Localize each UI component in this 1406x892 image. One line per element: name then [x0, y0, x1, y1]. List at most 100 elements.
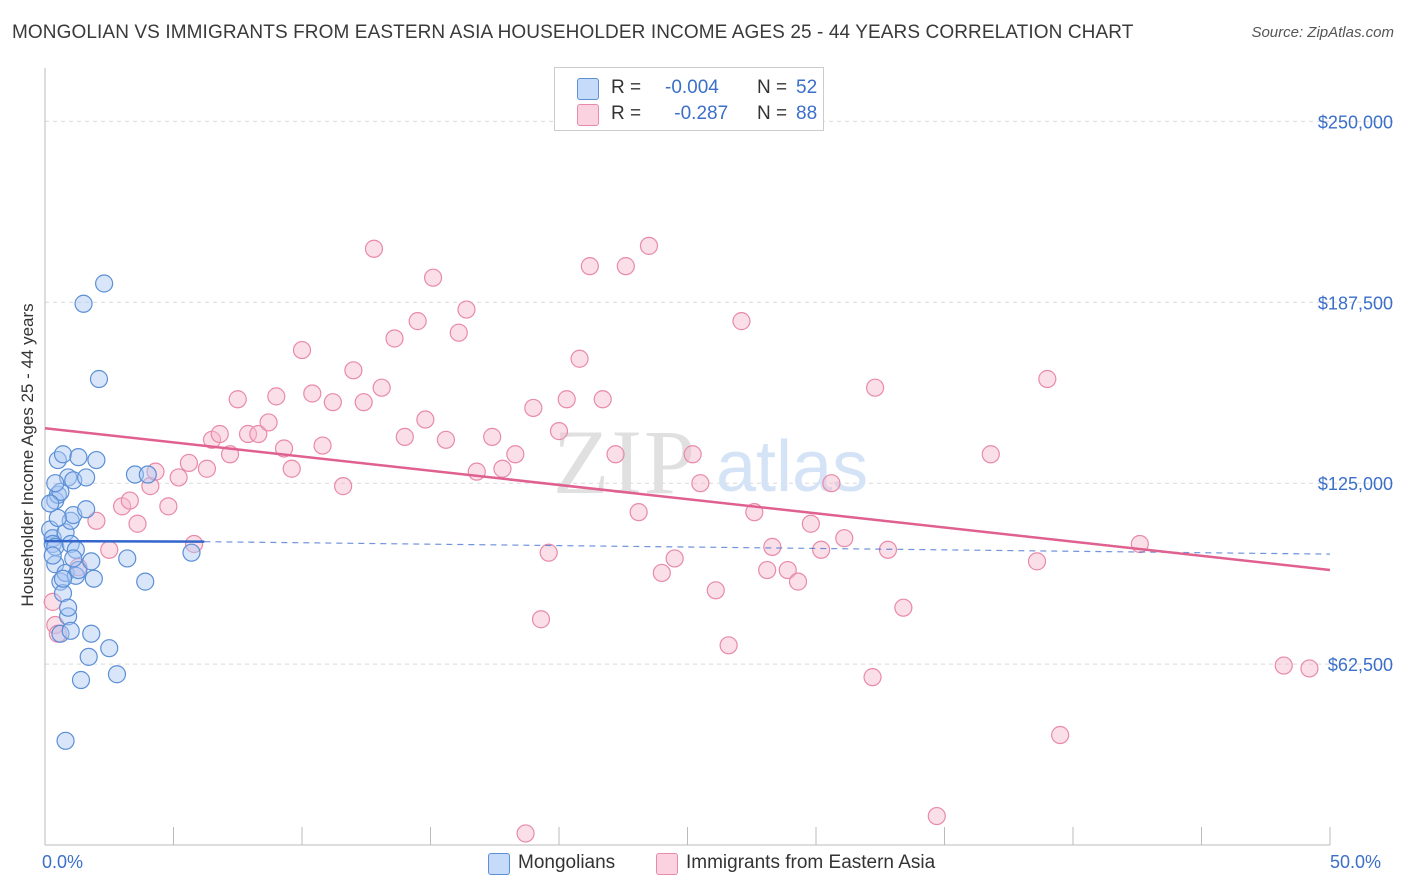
x-tick-label-max: 50.0% — [1330, 852, 1382, 872]
legend-n-value: 88 — [796, 103, 818, 124]
mongolian-point — [53, 569, 73, 588]
eastasia-point — [593, 390, 612, 409]
mongolian-point — [77, 500, 96, 519]
eastasia-point — [87, 511, 106, 530]
stats-legend: R = -0.004 N = 52 R = -0.287 N = 88 — [554, 67, 824, 131]
eastasia-point — [639, 236, 659, 255]
eastasia-point — [259, 413, 278, 432]
eastasia-point — [395, 427, 414, 446]
trend-lines — [44, 426, 1331, 572]
bottom-legend-label-mongolians: Mongolians — [518, 852, 616, 873]
eastasia-point — [652, 563, 671, 583]
eastasia-point — [812, 540, 831, 559]
mongolian-point — [95, 274, 114, 293]
eastasia-point — [249, 424, 268, 444]
mongolian-point — [89, 369, 109, 389]
eastasia-point — [1027, 552, 1047, 571]
eastasia-point — [570, 349, 589, 368]
eastasia-point — [706, 581, 725, 600]
mongolian-points — [41, 274, 201, 750]
chart-title: MONGOLIAN VS IMMIGRANTS FROM EASTERN ASI… — [12, 22, 1134, 43]
watermark-zip: ZIP — [553, 411, 697, 513]
legend-swatch-eastasia — [577, 104, 599, 126]
bottom-legend-label-eastasia: Immigrants from Eastern Asia — [686, 852, 936, 873]
eastasia-point — [539, 543, 558, 562]
eastasia-point — [303, 384, 322, 403]
mongolian-point — [69, 448, 88, 467]
eastasia-point — [835, 529, 854, 548]
mongolian-point — [84, 569, 103, 588]
eastasia-points — [43, 236, 1319, 843]
eastasia-point — [416, 410, 435, 429]
eastasia-point — [580, 257, 599, 276]
mongolian-point — [53, 445, 73, 464]
eastasia-point — [334, 477, 353, 496]
eastasia-point — [483, 427, 502, 446]
mongolian-point — [56, 731, 75, 750]
eastasia-point — [344, 361, 363, 380]
mongolian-point — [59, 598, 78, 617]
eastasia-point — [524, 398, 543, 418]
mongolian-point — [100, 639, 119, 658]
mongolian-point — [64, 549, 83, 568]
mongolian-point — [48, 508, 67, 528]
eastasia-point — [449, 323, 468, 342]
eastasia-point — [1274, 656, 1293, 675]
eastasia-point — [169, 468, 188, 487]
mongolian-point — [46, 474, 65, 493]
y-tick-label: $125,000 — [1318, 474, 1393, 494]
mongolian-point — [82, 552, 101, 571]
eastasia-point — [159, 497, 178, 516]
mongolian-point — [51, 624, 70, 643]
y-tick-labels: $62,500 $125,000 $187,500 $250,000 — [1318, 112, 1393, 675]
eastasia-point — [385, 329, 404, 348]
eastasia-point — [506, 445, 525, 464]
eastasia-point — [778, 560, 797, 580]
eastasia-point — [354, 393, 373, 412]
eastasia-trend-line — [44, 426, 1331, 572]
mongolian-point — [182, 543, 201, 562]
mongolian-point — [71, 670, 91, 690]
legend-r-value: -0.287 — [669, 103, 729, 124]
eastasia-point — [616, 257, 635, 276]
mongolian-point — [74, 294, 93, 313]
eastasia-point — [282, 459, 301, 478]
bottom-legend-swatch-eastasia — [656, 853, 678, 875]
mongolian-trend-line — [44, 539, 205, 543]
mongolian-point — [79, 647, 98, 666]
eastasia-point — [549, 422, 569, 441]
eastasia-point — [436, 430, 456, 449]
eastasia-point — [457, 300, 476, 319]
mongolian-point — [61, 534, 80, 554]
eastasia-point — [267, 387, 286, 406]
mongolian-point — [53, 584, 73, 603]
eastasia-point — [1300, 659, 1319, 678]
legend-r-label: R = — [611, 77, 642, 98]
eastasia-point — [822, 474, 841, 493]
eastasia-point — [665, 549, 684, 568]
eastasia-point — [763, 537, 782, 556]
eastasia-point — [1051, 725, 1070, 745]
mongolian-point — [51, 482, 70, 501]
eastasia-point — [364, 239, 384, 258]
mongolian-point — [61, 621, 80, 640]
mongolian-point — [48, 450, 67, 470]
eastasia-point — [493, 459, 512, 478]
y-tick-label: $62,500 — [1328, 655, 1393, 675]
legend-n-label: N = — [757, 103, 788, 124]
y-tick-label: $250,000 — [1318, 112, 1393, 132]
source-credit: Source: ZipAtlas.com — [1251, 24, 1394, 41]
eastasia-point — [981, 445, 1000, 464]
mongolian-point — [77, 468, 96, 487]
eastasia-point — [788, 572, 808, 591]
eastasia-point — [516, 824, 535, 843]
eastasia-point — [210, 424, 229, 444]
eastasia-point — [683, 445, 702, 464]
eastasia-point — [179, 453, 199, 473]
eastasia-point — [197, 459, 217, 478]
eastasia-point — [120, 491, 139, 510]
mongolian-point — [41, 494, 60, 513]
eastasia-point — [128, 514, 147, 533]
watermark-atlas: atlas — [716, 427, 868, 507]
